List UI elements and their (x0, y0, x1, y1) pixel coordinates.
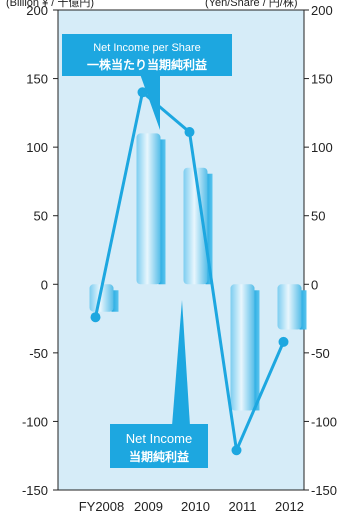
bar-shadow (205, 173, 213, 285)
bar-legend-callout: Net Income 当期純利益 (110, 300, 208, 468)
bar-shadow (252, 290, 260, 411)
x-category-label: 2011 (229, 499, 257, 514)
bar-legend-label-ja: 当期純利益 (129, 449, 189, 464)
line-point (278, 336, 289, 347)
line-point (231, 445, 242, 456)
line-series (90, 87, 289, 456)
bar-shadow (111, 290, 119, 312)
bar (277, 284, 302, 330)
right-tick-label: -150 (311, 483, 337, 498)
left-tick-label: -50 (29, 346, 48, 361)
bar-shadow (299, 290, 307, 330)
line-point (137, 87, 148, 98)
line-legend-label-en: Net Income per Share (93, 42, 201, 54)
bar (183, 167, 208, 285)
left-tick-label: 150 (26, 72, 48, 87)
bar (89, 284, 114, 312)
left-tick-label: 0 (41, 277, 48, 292)
right-tick-label: 50 (311, 209, 325, 224)
right-tick-label: 150 (311, 72, 333, 87)
right-tick-label: 200 (311, 3, 333, 18)
right-tick-label: -50 (311, 346, 330, 361)
right-axis-unit: (Yen/Share / 円/株) (205, 0, 298, 9)
left-tick-label: -150 (22, 483, 48, 498)
left-tick-label: 100 (26, 140, 48, 155)
bar-series (89, 133, 307, 411)
right-tick-label: 0 (311, 277, 318, 292)
left-axis-ticks: 200 150 100 50 0 -50 -100 -150 (22, 3, 58, 498)
line-legend-label-ja: 一株当たり当期純利益 (87, 57, 207, 72)
x-category-label: FY2008 (79, 499, 125, 514)
x-category-label: 2009 (134, 499, 163, 514)
line-point (90, 312, 101, 323)
right-tick-label: -100 (311, 414, 337, 429)
bar-legend-label-en: Net Income (126, 431, 192, 446)
x-category-label: 2010 (181, 499, 210, 514)
left-tick-label: 50 (34, 209, 48, 224)
left-tick-label: -100 (22, 414, 48, 429)
bar (136, 133, 161, 285)
x-category-label: 2012 (275, 499, 304, 514)
x-axis-labels: FY2008 2009 2010 2011 2012 (79, 499, 304, 514)
left-tick-label: 200 (26, 3, 48, 18)
bar-shadow (158, 139, 166, 285)
right-axis-ticks: 200 150 100 50 0 -50 -100 -150 (304, 3, 337, 498)
bar (230, 284, 255, 411)
line-legend-callout: Net Income per Share 一株当たり当期純利益 (62, 34, 232, 130)
right-tick-label: 100 (311, 140, 333, 155)
left-axis-unit: (Billion ¥ / 十億円) (6, 0, 94, 9)
line-point (184, 127, 195, 138)
